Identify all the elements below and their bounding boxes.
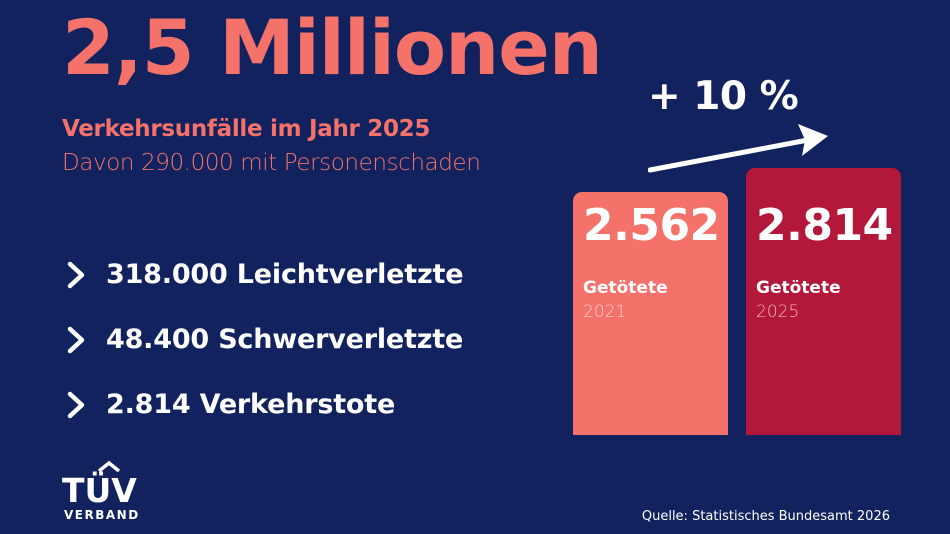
stat-item-light-injured: 318.000 Leichtverletzte bbox=[62, 255, 464, 320]
headline: 2,5 Millionen bbox=[62, 3, 603, 92]
tuev-logo: TÜV VERBAND bbox=[62, 460, 152, 524]
stat-text: 48.400 Schwerverletzte bbox=[106, 324, 464, 355]
chevron-right-icon bbox=[67, 261, 85, 289]
trend-arrow-icon bbox=[648, 124, 828, 173]
chevron-right-icon bbox=[67, 326, 85, 354]
logo-roof-icon bbox=[97, 460, 121, 472]
stat-item-fatalities: 2.814 Verkehrstote bbox=[62, 385, 463, 450]
increase-label: + 10 % bbox=[648, 74, 799, 119]
bar-label-2025: Getötete bbox=[756, 278, 841, 298]
source-note: Quelle: Statistisches Bundesamt 2026 bbox=[641, 509, 890, 524]
logo-subtitle: VERBAND bbox=[64, 508, 140, 522]
chevron-right-icon bbox=[67, 391, 85, 419]
bar-value-2021: 2.562 bbox=[583, 200, 720, 251]
bar-2025: 2.814 Getötete 2025 bbox=[746, 168, 901, 435]
bar-label-2021: Getötete bbox=[583, 278, 668, 298]
subline: Davon 290.000 mit Personenschaden bbox=[62, 150, 481, 176]
stat-text: 2.814 Verkehrstote bbox=[106, 389, 396, 420]
bar-2021: 2.562 Getötete 2021 bbox=[573, 192, 728, 435]
logo-mark: TÜV bbox=[62, 471, 137, 510]
stats-list: 318.000 Leichtverletzte 48.400 Schwerver… bbox=[62, 255, 464, 450]
subtitle: Verkehrsunfälle im Jahr 2025 bbox=[62, 116, 431, 142]
stat-item-serious-injured: 48.400 Schwerverletzte bbox=[62, 320, 463, 385]
bar-value-2025: 2.814 bbox=[756, 200, 893, 251]
bar-year-2021: 2021 bbox=[583, 302, 627, 322]
stat-text: 318.000 Leichtverletzte bbox=[106, 259, 464, 290]
bar-year-2025: 2025 bbox=[756, 302, 800, 322]
